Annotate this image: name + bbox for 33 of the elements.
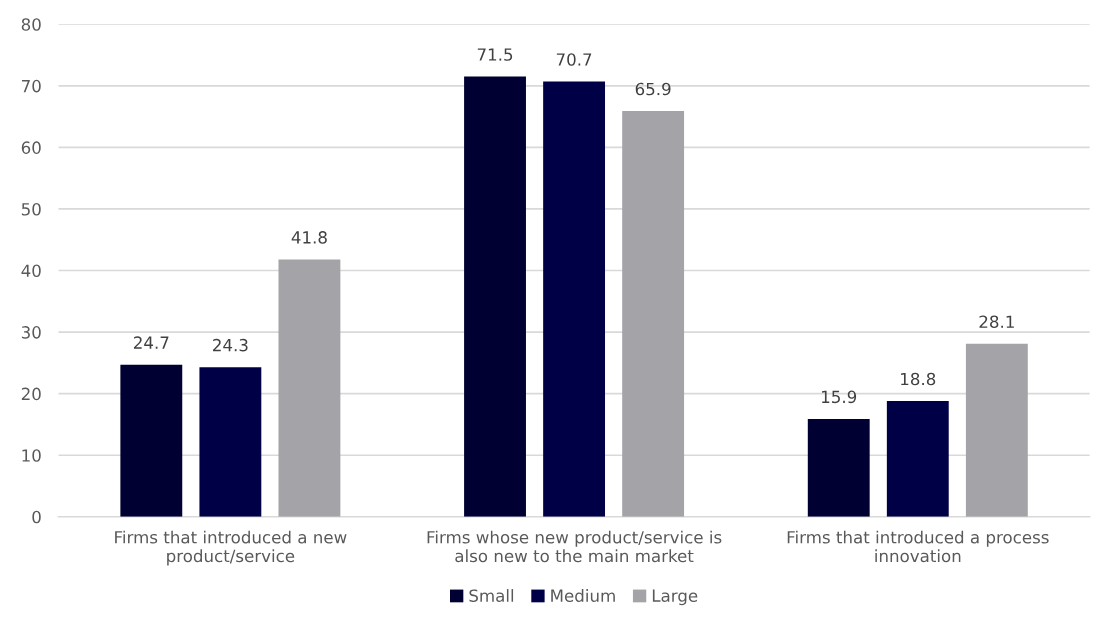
data-label: 18.8 bbox=[901, 372, 936, 386]
y-tick-label: 80 bbox=[21, 18, 41, 31]
bar bbox=[464, 76, 526, 517]
x-tick-label: Firms that introduced a process innovation bbox=[787, 530, 1049, 563]
bar bbox=[199, 367, 262, 517]
data-label: 28.1 bbox=[979, 315, 1014, 329]
y-tick-label: 0 bbox=[32, 510, 41, 524]
y-tick-label: 20 bbox=[21, 387, 41, 401]
data-label: 41.8 bbox=[291, 231, 327, 244]
data-label: 24.3 bbox=[213, 338, 248, 352]
data-label: 70.7 bbox=[556, 53, 592, 66]
y-tick-label: 40 bbox=[21, 264, 41, 278]
legend-label: Medium bbox=[551, 589, 615, 602]
legend-label: Small bbox=[469, 589, 514, 602]
y-tick-label: 50 bbox=[21, 202, 41, 216]
y-tick-label: 60 bbox=[21, 141, 41, 154]
y-tick-label: 10 bbox=[22, 449, 41, 462]
y-tick-label: 30 bbox=[21, 326, 41, 339]
x-tick-label: Firms whose new product/service is also new to the main market bbox=[427, 530, 722, 563]
x-tick-label: Firms that introduced a new product/service bbox=[115, 530, 347, 566]
bar bbox=[622, 111, 685, 517]
bar bbox=[120, 364, 183, 517]
bar bbox=[807, 418, 870, 517]
data-label: 71.5 bbox=[477, 48, 513, 61]
bar bbox=[965, 343, 1028, 517]
data-label: 65.9 bbox=[635, 82, 671, 96]
data-label: 24.7 bbox=[133, 336, 169, 349]
y-tick-label: 70 bbox=[22, 79, 41, 93]
legend-label: Large bbox=[652, 589, 698, 606]
data-label: 15.9 bbox=[822, 390, 857, 404]
bar bbox=[278, 259, 341, 517]
bar bbox=[543, 81, 606, 517]
bar bbox=[886, 401, 949, 517]
